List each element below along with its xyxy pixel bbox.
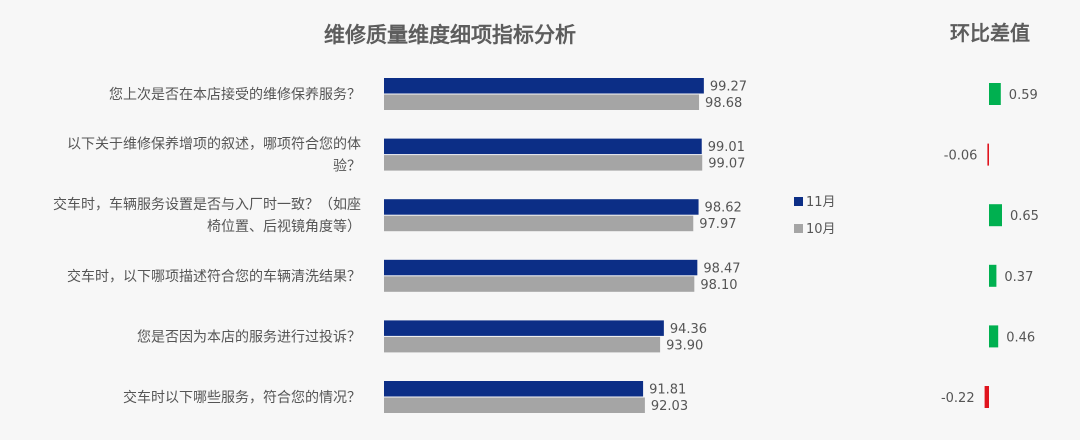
category-label: 以下关于维修保养增项的叙述，哪项符合您的体 xyxy=(67,136,361,153)
value-label-10: 97.97 xyxy=(699,217,736,232)
bar-series-11 xyxy=(384,78,704,94)
difference-bar-negative xyxy=(984,386,989,408)
legend-label: 10月 xyxy=(806,222,836,237)
value-label-11: 99.27 xyxy=(710,80,747,95)
bar-series-10 xyxy=(384,94,700,110)
category-label: 椅位置、后视镜角度等） xyxy=(207,218,361,235)
bar-series-11 xyxy=(384,259,698,276)
value-label-11: 91.81 xyxy=(649,383,686,398)
category-label: 交车时，以下哪项描述符合您的车辆清洗结果？ xyxy=(67,268,361,285)
category-label: 交车时，车辆服务设置是否与入厂时一致？（如座 xyxy=(53,196,361,213)
difference-bars-group: 0.59 -0.06 0.65 0.37 0.46 -0.22 xyxy=(941,83,1039,408)
value-label-10: 93.90 xyxy=(666,338,703,353)
difference-value-label: -0.06 xyxy=(944,149,978,164)
difference-bar-positive xyxy=(989,83,1001,105)
difference-bar-negative xyxy=(987,143,989,166)
legend-swatch xyxy=(794,197,803,206)
category-label: 您是否因为本店的服务进行过投诉？ xyxy=(137,328,361,345)
bar-series-10 xyxy=(384,397,645,413)
legend-label: 11月 xyxy=(806,195,836,210)
difference-bar-positive xyxy=(989,264,997,287)
difference-bar-positive xyxy=(989,325,999,348)
value-label-10: 99.07 xyxy=(708,157,745,172)
main-chart-title: 维修质量维度细项指标分析 xyxy=(324,23,576,47)
category-label: 您上次是否在本店接受的维修保养服务？ xyxy=(109,86,361,103)
bar-series-11 xyxy=(384,199,699,215)
difference-bar-positive xyxy=(989,204,1002,227)
bar-series-11 xyxy=(384,381,644,397)
category-label: 交车时以下哪些服务，符合您的情况？ xyxy=(123,389,361,406)
value-label-11: 99.01 xyxy=(708,140,745,155)
difference-value-label: 0.46 xyxy=(1006,330,1035,345)
bar-series-10 xyxy=(384,336,661,353)
value-label-11: 98.62 xyxy=(705,201,742,216)
difference-value-label: 0.65 xyxy=(1010,209,1039,224)
bar-series-10 xyxy=(384,276,695,292)
value-label-10: 98.10 xyxy=(700,278,737,293)
bar-series-11 xyxy=(384,138,702,155)
legend: 11月 10月 xyxy=(794,195,836,237)
legend-swatch xyxy=(794,224,803,233)
bar-series-11 xyxy=(384,320,664,336)
value-label-11: 94.36 xyxy=(670,322,707,337)
bar-series-10 xyxy=(384,215,694,232)
difference-value-label: 0.37 xyxy=(1004,270,1033,285)
value-label-11: 98.47 xyxy=(703,261,740,276)
bar-series-10 xyxy=(384,155,703,171)
value-label-10: 92.03 xyxy=(651,399,688,414)
difference-value-label: 0.59 xyxy=(1009,88,1038,103)
difference-chart-title: 环比差值 xyxy=(950,21,1030,45)
difference-value-label: -0.22 xyxy=(941,391,975,406)
value-label-10: 98.68 xyxy=(705,96,742,111)
category-label: 验？ xyxy=(333,159,361,175)
